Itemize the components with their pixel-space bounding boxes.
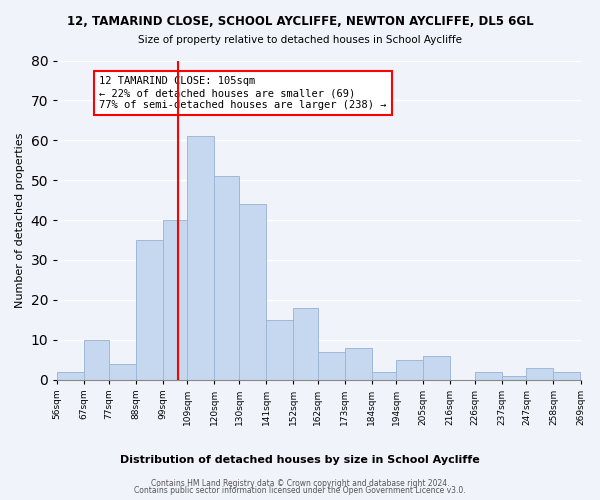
Text: Distribution of detached houses by size in School Aycliffe: Distribution of detached houses by size … xyxy=(120,455,480,465)
Text: 12, TAMARIND CLOSE, SCHOOL AYCLIFFE, NEWTON AYCLIFFE, DL5 6GL: 12, TAMARIND CLOSE, SCHOOL AYCLIFFE, NEW… xyxy=(67,15,533,28)
Bar xyxy=(84,340,109,380)
Bar xyxy=(371,372,396,380)
Text: Size of property relative to detached houses in School Aycliffe: Size of property relative to detached ho… xyxy=(138,35,462,45)
Bar xyxy=(136,240,163,380)
Bar xyxy=(163,220,187,380)
Bar xyxy=(187,136,214,380)
Bar xyxy=(423,356,450,380)
Y-axis label: Number of detached properties: Number of detached properties xyxy=(15,132,25,308)
Bar xyxy=(502,376,526,380)
Text: 12 TAMARIND CLOSE: 105sqm
← 22% of detached houses are smaller (69)
77% of semi-: 12 TAMARIND CLOSE: 105sqm ← 22% of detac… xyxy=(99,76,386,110)
Bar xyxy=(239,204,266,380)
Bar xyxy=(475,372,502,380)
Bar xyxy=(109,364,136,380)
Bar xyxy=(396,360,423,380)
Bar xyxy=(344,348,371,380)
Bar xyxy=(266,320,293,380)
Text: Contains HM Land Registry data © Crown copyright and database right 2024.: Contains HM Land Registry data © Crown c… xyxy=(151,478,449,488)
Bar xyxy=(57,372,84,380)
Bar xyxy=(526,368,553,380)
Text: Contains public sector information licensed under the Open Government Licence v3: Contains public sector information licen… xyxy=(134,486,466,495)
Bar xyxy=(214,176,239,380)
Bar xyxy=(553,372,580,380)
Bar xyxy=(293,308,317,380)
Bar xyxy=(317,352,344,380)
